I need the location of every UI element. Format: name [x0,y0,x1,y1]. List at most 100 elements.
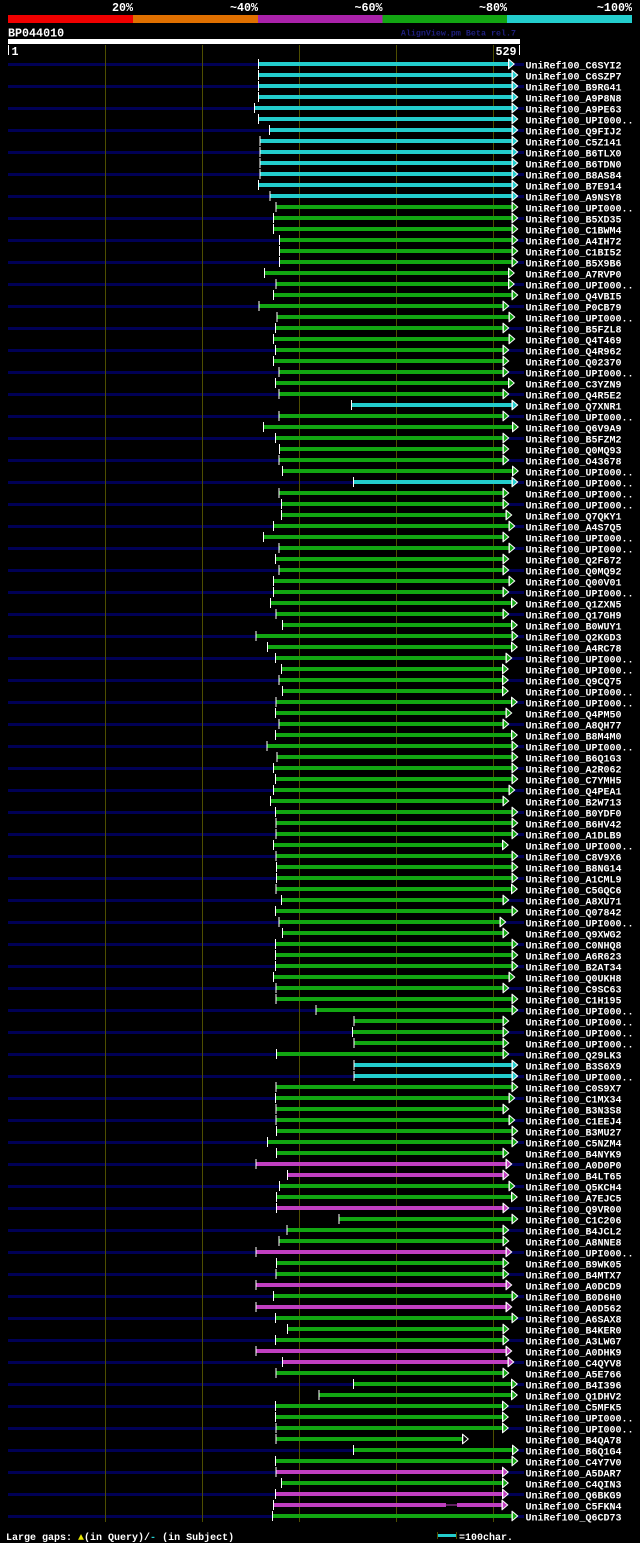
svg-text:UniRef100_A8XU71: UniRef100_A8XU71 [526,897,622,909]
svg-text:UniRef100_Q9VR00: UniRef100_Q9VR00 [526,1205,622,1217]
svg-text:~40%: ~40% [230,1,259,15]
svg-text:BP044010: BP044010 [8,27,64,41]
svg-text:UniRef100_Q7XNR1: UniRef100_Q7XNR1 [526,402,622,414]
svg-text:=100char.: =100char. [459,1532,513,1543]
svg-text:UniRef100_UPI000..: UniRef100_UPI000.. [526,666,634,678]
svg-text:UniRef100_UPI000..: UniRef100_UPI000.. [526,534,634,546]
svg-text:UniRef100_B4MTX7: UniRef100_B4MTX7 [526,1271,622,1283]
svg-text:UniRef100_Q9XWG2: UniRef100_Q9XWG2 [526,930,622,942]
svg-text:UniRef100_Q9CQ75: UniRef100_Q9CQ75 [526,677,622,689]
svg-text:1: 1 [12,45,19,59]
svg-text:UniRef100_A0D0P0: UniRef100_A0D0P0 [526,1161,622,1173]
svg-text:UniRef100_Q17GH9: UniRef100_Q17GH9 [526,611,622,623]
svg-text:UniRef100_UPI000..: UniRef100_UPI000.. [526,116,634,128]
svg-text:UniRef100_A9NSY8: UniRef100_A9NSY8 [526,193,622,205]
svg-text:UniRef100_B7E914: UniRef100_B7E914 [526,182,622,194]
svg-text:UniRef100_Q4R962: UniRef100_Q4R962 [526,347,622,359]
svg-text:UniRef100_C0S9X7: UniRef100_C0S9X7 [526,1084,622,1096]
svg-text:UniRef100_UPI000..: UniRef100_UPI000.. [526,281,634,293]
svg-text:~60%: ~60% [354,1,383,15]
svg-text:UniRef100_UPI000..: UniRef100_UPI000.. [526,204,634,216]
svg-text:UniRef100_C3YZN9: UniRef100_C3YZN9 [526,380,622,392]
svg-text:529: 529 [495,45,516,59]
svg-text:UniRef100_C1BWM4: UniRef100_C1BWM4 [526,226,622,238]
svg-text:UniRef100_UPI000..: UniRef100_UPI000.. [526,545,634,557]
svg-text:UniRef100_UPI000..: UniRef100_UPI000.. [526,842,634,854]
svg-text:UniRef100_B5X9B6: UniRef100_B5X9B6 [526,259,622,271]
svg-text:UniRef100_B4I396: UniRef100_B4I396 [526,1381,622,1393]
svg-text:UniRef100_Q00V01: UniRef100_Q00V01 [526,578,622,590]
svg-text:UniRef100_B2W713: UniRef100_B2W713 [526,798,622,810]
svg-text:UniRef100_A0DCD9: UniRef100_A0DCD9 [526,1282,622,1294]
svg-text:UniRef100_UPI000..: UniRef100_UPI000.. [526,1414,634,1426]
svg-text:UniRef100_UPI000..: UniRef100_UPI000.. [526,369,634,381]
svg-text:~100%: ~100% [597,1,633,15]
svg-text:UniRef100_A3LWG7: UniRef100_A3LWG7 [526,1337,622,1349]
svg-text:UniRef100_A8QH77: UniRef100_A8QH77 [526,721,622,733]
svg-text:UniRef100_UPI000..: UniRef100_UPI000.. [526,479,634,491]
svg-text:UniRef100_UPI000..: UniRef100_UPI000.. [526,1007,634,1019]
svg-text:UniRef100_Q5KCH4: UniRef100_Q5KCH4 [526,1183,622,1195]
svg-text:UniRef100_Q6CD73: UniRef100_Q6CD73 [526,1513,622,1525]
svg-text:UniRef100_UPI000..: UniRef100_UPI000.. [526,501,634,513]
svg-text:UniRef100_UPI000..: UniRef100_UPI000.. [526,468,634,480]
svg-text:UniRef100_A7RVP0: UniRef100_A7RVP0 [526,270,622,282]
svg-text:UniRef100_B0WUY1: UniRef100_B0WUY1 [526,622,622,634]
svg-text:UniRef100_B2AT34: UniRef100_B2AT34 [526,963,622,975]
svg-text:UniRef100_C1MX34: UniRef100_C1MX34 [526,1095,622,1107]
svg-text:UniRef100_O43678: UniRef100_O43678 [526,457,622,469]
svg-text:UniRef100_UPI000..: UniRef100_UPI000.. [526,655,634,667]
svg-text:UniRef100_C4QYV8: UniRef100_C4QYV8 [526,1359,622,1371]
svg-text:UniRef100_A8NNE8: UniRef100_A8NNE8 [526,1238,622,1250]
svg-text:UniRef100_C4Y7V0: UniRef100_C4Y7V0 [526,1458,622,1470]
svg-text:UniRef100_UPI000..: UniRef100_UPI000.. [526,688,634,700]
svg-text:UniRef100_A4IH72: UniRef100_A4IH72 [526,237,622,249]
svg-text:UniRef100_Q6BKG9: UniRef100_Q6BKG9 [526,1491,622,1503]
svg-text:UniRef100_UPI000..: UniRef100_UPI000.. [526,1249,634,1261]
svg-text:UniRef100_C4QIN3: UniRef100_C4QIN3 [526,1480,622,1492]
svg-text:UniRef100_Q29LK3: UniRef100_Q29LK3 [526,1051,622,1063]
svg-text:Large gaps: ▲(in Query)/- (in: Large gaps: ▲(in Query)/- (in Subject) [6,1532,234,1543]
svg-text:UniRef100_C5NZM4: UniRef100_C5NZM4 [526,1139,622,1151]
svg-text:UniRef100_B4QA78: UniRef100_B4QA78 [526,1436,622,1448]
svg-text:UniRef100_UPI000..: UniRef100_UPI000.. [526,413,634,425]
svg-text:UniRef100_A5E766: UniRef100_A5E766 [526,1370,622,1382]
svg-text:UniRef100_Q02370: UniRef100_Q02370 [526,358,622,370]
svg-text:UniRef100_Q4VBI5: UniRef100_Q4VBI5 [526,292,622,304]
svg-text:UniRef100_A1DLB9: UniRef100_A1DLB9 [526,831,622,843]
svg-text:UniRef100_C6SYI2: UniRef100_C6SYI2 [526,61,622,73]
svg-text:UniRef100_UPI000..: UniRef100_UPI000.. [526,314,634,326]
svg-text:UniRef100_Q1DHV2: UniRef100_Q1DHV2 [526,1392,622,1404]
svg-text:UniRef100_UPI000..: UniRef100_UPI000.. [526,490,634,502]
svg-text:UniRef100_C8V9X6: UniRef100_C8V9X6 [526,853,622,865]
svg-text:UniRef100_UPI000..: UniRef100_UPI000.. [526,919,634,931]
svg-text:UniRef100_A4RC78: UniRef100_A4RC78 [526,644,622,656]
svg-text:UniRef100_UPI000..: UniRef100_UPI000.. [526,589,634,601]
svg-text:UniRef100_B3S6X9: UniRef100_B3S6X9 [526,1062,622,1074]
svg-text:UniRef100_C0NHQ8: UniRef100_C0NHQ8 [526,941,622,953]
svg-text:UniRef100_A2R062: UniRef100_A2R062 [526,765,622,777]
svg-text:UniRef100_B9RG41: UniRef100_B9RG41 [526,83,622,95]
svg-text:UniRef100_Q6V9A9: UniRef100_Q6V9A9 [526,424,622,436]
svg-text:UniRef100_C1C206: UniRef100_C1C206 [526,1216,622,1228]
svg-text:UniRef100_B3MU27: UniRef100_B3MU27 [526,1128,622,1140]
svg-text:UniRef100_A0D562: UniRef100_A0D562 [526,1304,622,1316]
svg-text:UniRef100_B8NG14: UniRef100_B8NG14 [526,864,622,876]
svg-text:UniRef100_B0YDF0: UniRef100_B0YDF0 [526,809,622,821]
svg-text:UniRef100_B6HV42: UniRef100_B6HV42 [526,820,622,832]
svg-text:AlignView.pm Beta rel.7: AlignView.pm Beta rel.7 [401,29,516,39]
svg-text:UniRef100_UPI000..: UniRef100_UPI000.. [526,1029,634,1041]
svg-text:UniRef100_UPI000..: UniRef100_UPI000.. [526,1425,634,1437]
svg-text:UniRef100_B8AS84: UniRef100_B8AS84 [526,171,622,183]
svg-text:UniRef100_B4NYK9: UniRef100_B4NYK9 [526,1150,622,1162]
svg-text:20%: 20% [112,1,134,15]
svg-text:UniRef100_A9PE63: UniRef100_A9PE63 [526,105,622,117]
svg-text:UniRef100_B3N3S8: UniRef100_B3N3S8 [526,1106,622,1118]
svg-text:UniRef100_B4LT65: UniRef100_B4LT65 [526,1172,622,1184]
svg-text:UniRef100_A6SAX8: UniRef100_A6SAX8 [526,1315,622,1327]
svg-text:UniRef100_A0DHK9: UniRef100_A0DHK9 [526,1348,622,1360]
svg-text:UniRef100_UPI000..: UniRef100_UPI000.. [526,743,634,755]
svg-text:UniRef100_Q2KGD3: UniRef100_Q2KGD3 [526,633,622,645]
svg-text:UniRef100_Q0MQ93: UniRef100_Q0MQ93 [526,446,622,458]
svg-text:UniRef100_B0D6H0: UniRef100_B0D6H0 [526,1293,622,1305]
